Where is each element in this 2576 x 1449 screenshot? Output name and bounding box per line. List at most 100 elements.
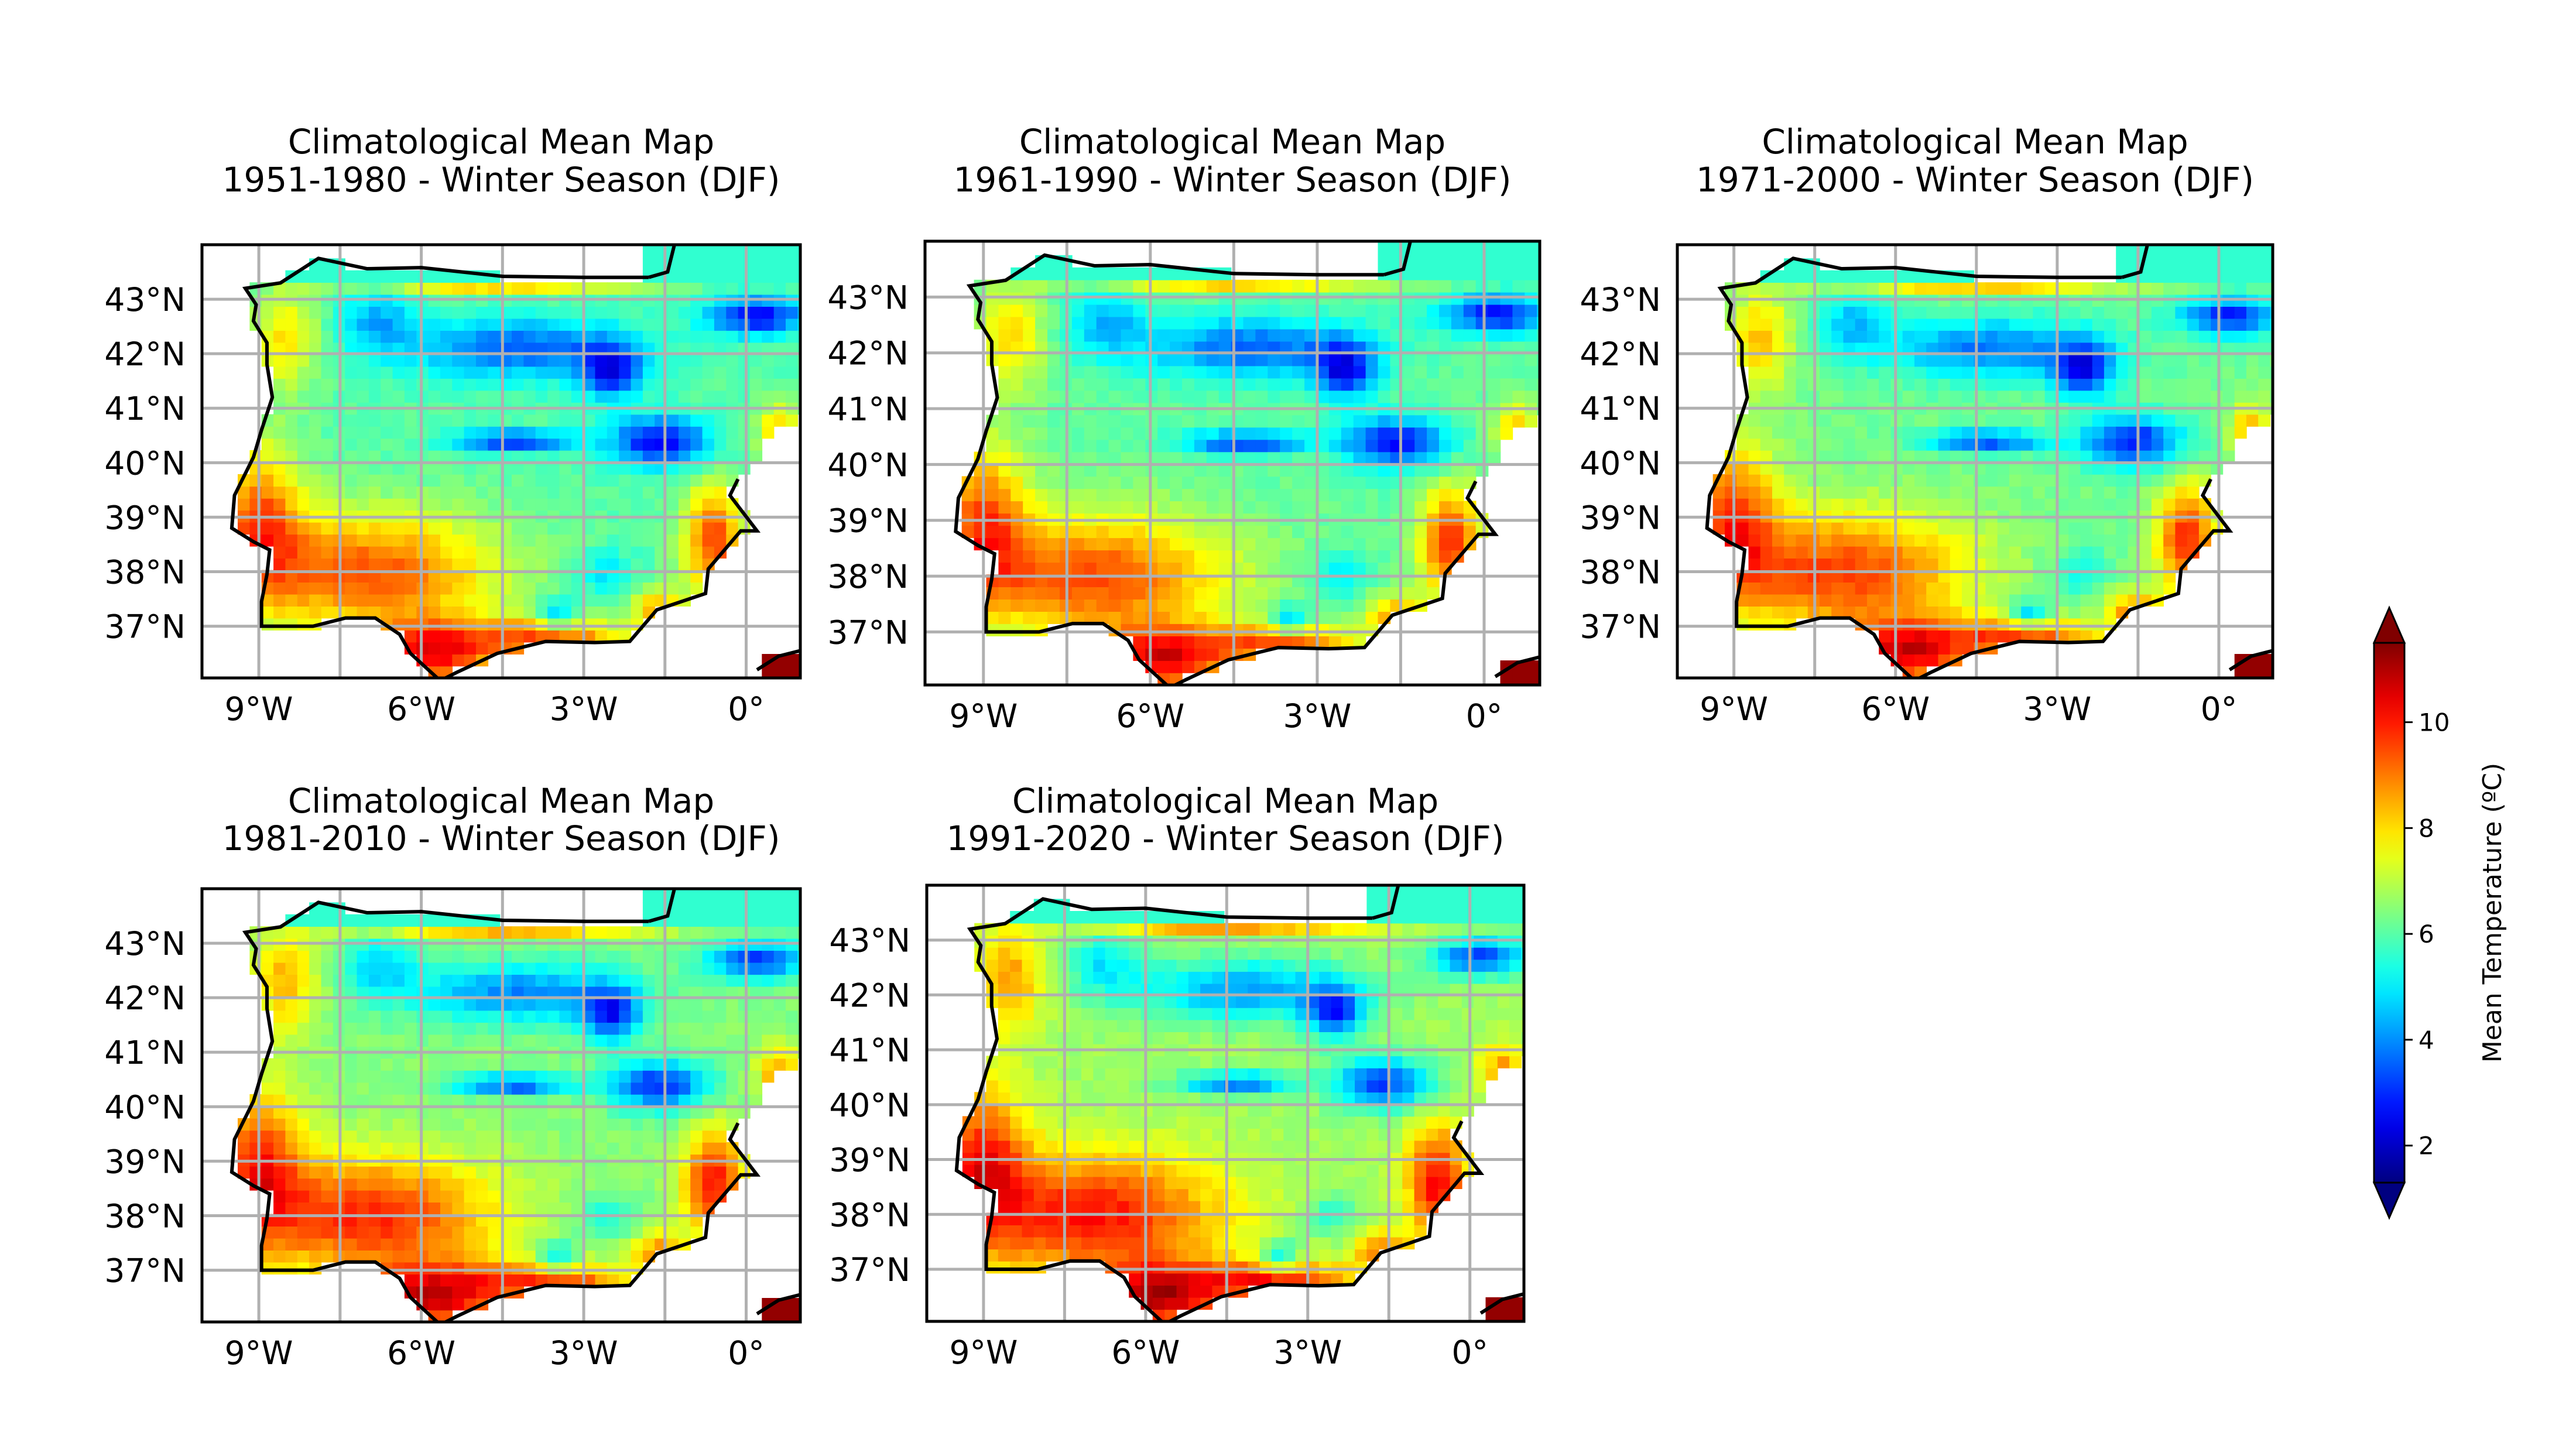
grid-cell bbox=[2068, 630, 2081, 643]
grid-cell bbox=[452, 390, 465, 403]
panel-title-line2: 1971-2000 - Winter Season (DJF) bbox=[1696, 160, 2254, 200]
grid-cell bbox=[261, 1106, 274, 1119]
grid-cell bbox=[2175, 330, 2188, 343]
grid-cell bbox=[2092, 486, 2105, 499]
grid-cell bbox=[1402, 501, 1415, 514]
coastline-africa bbox=[1494, 655, 1540, 679]
grid-cell bbox=[1427, 464, 1440, 477]
grid-cell bbox=[1427, 550, 1440, 563]
grid-cell bbox=[1796, 594, 1808, 607]
grid-cell bbox=[1402, 353, 1415, 366]
grid-cell bbox=[2175, 378, 2188, 391]
grid-cell bbox=[559, 1238, 572, 1251]
grid-cell bbox=[1121, 439, 1134, 453]
grid-cell bbox=[1304, 501, 1317, 514]
grid-cell bbox=[488, 486, 501, 499]
grid-cell bbox=[2021, 606, 2034, 619]
grid-cell bbox=[1365, 304, 1379, 317]
grid-cell bbox=[1255, 279, 1269, 293]
grid-cell bbox=[1317, 415, 1330, 428]
grid-cell bbox=[2139, 486, 2152, 499]
grid-cell bbox=[1194, 304, 1207, 317]
grid-cell bbox=[2175, 438, 2188, 451]
grid-cell bbox=[285, 1034, 298, 1047]
grid-cell bbox=[702, 342, 715, 355]
grid-cell bbox=[464, 1082, 477, 1095]
grid-cell bbox=[1950, 354, 1962, 367]
grid-cell bbox=[1879, 306, 1892, 319]
grid-cell bbox=[392, 1202, 405, 1215]
grid-cell bbox=[1268, 537, 1280, 551]
grid-cell bbox=[678, 270, 691, 283]
grid-cell bbox=[547, 414, 560, 427]
grid-cell bbox=[726, 258, 739, 271]
grid-cell bbox=[1218, 464, 1232, 477]
grid-cell bbox=[2104, 438, 2116, 451]
grid-cell bbox=[1439, 378, 1452, 391]
grid-cell bbox=[2021, 450, 2034, 463]
grid-cell bbox=[1071, 316, 1085, 330]
grid-cell bbox=[2151, 378, 2164, 391]
grid-cell bbox=[666, 498, 679, 511]
grid-cell bbox=[1268, 476, 1280, 489]
grid-cell bbox=[285, 962, 298, 975]
grid-cell bbox=[452, 1202, 465, 1215]
grid-cell bbox=[523, 450, 536, 463]
grid-cell bbox=[1023, 415, 1036, 428]
grid-cell bbox=[488, 1106, 501, 1119]
grid-cell bbox=[1902, 438, 1915, 451]
grid-cell bbox=[1938, 642, 1951, 655]
grid-cell bbox=[607, 378, 619, 391]
grid-cell bbox=[547, 282, 560, 295]
grid-cell bbox=[738, 366, 751, 379]
grid-cell bbox=[2151, 246, 2164, 259]
grid-cell bbox=[1926, 438, 1939, 451]
grid-cell bbox=[1402, 390, 1415, 403]
grid-cell bbox=[1820, 366, 1832, 379]
grid-cell bbox=[1255, 365, 1269, 379]
grid-cell bbox=[476, 1118, 489, 1131]
grid-cell bbox=[2092, 630, 2105, 643]
grid-cell bbox=[2009, 630, 2022, 643]
grid-cell bbox=[1194, 599, 1207, 612]
grid-cell bbox=[297, 1070, 310, 1083]
grid-cell bbox=[452, 1106, 465, 1119]
grid-cell bbox=[1926, 654, 1939, 667]
grid-cell bbox=[2198, 354, 2211, 367]
grid-cell bbox=[726, 462, 739, 475]
grid-cell bbox=[786, 654, 799, 667]
grid-cell bbox=[368, 1250, 381, 1263]
grid-cell bbox=[702, 522, 715, 535]
grid-cell bbox=[1268, 365, 1280, 379]
grid-cell bbox=[1784, 354, 1797, 367]
grid-cell bbox=[1304, 464, 1317, 477]
grid-cell bbox=[2009, 378, 2022, 391]
grid-cell bbox=[559, 1022, 572, 1035]
grid-cell bbox=[452, 950, 465, 963]
grid-cell bbox=[1206, 464, 1220, 477]
grid-cell bbox=[750, 270, 763, 283]
grid-cell bbox=[2009, 618, 2022, 631]
grid-cell bbox=[488, 534, 501, 547]
grid-cell bbox=[998, 365, 1012, 379]
grid-cell bbox=[440, 654, 453, 667]
grid-cell bbox=[583, 1142, 596, 1155]
grid-cell bbox=[583, 390, 596, 403]
grid-cell bbox=[428, 950, 441, 963]
grid-cell bbox=[1157, 537, 1170, 551]
temperature-grid bbox=[238, 889, 800, 1322]
grid-cell bbox=[619, 306, 632, 319]
grid-cell bbox=[986, 525, 999, 539]
grid-cell bbox=[998, 562, 1012, 575]
grid-cell bbox=[583, 606, 596, 619]
grid-cell bbox=[961, 525, 975, 539]
grid-cell bbox=[512, 414, 525, 427]
grid-cell bbox=[690, 306, 703, 319]
grid-cell bbox=[559, 426, 572, 439]
grid-cell bbox=[297, 366, 310, 379]
grid-cell bbox=[1748, 282, 1761, 295]
grid-cell bbox=[2044, 282, 2057, 295]
grid-cell bbox=[1938, 354, 1951, 367]
grid-cell bbox=[523, 1214, 536, 1227]
grid-cell bbox=[368, 522, 381, 535]
